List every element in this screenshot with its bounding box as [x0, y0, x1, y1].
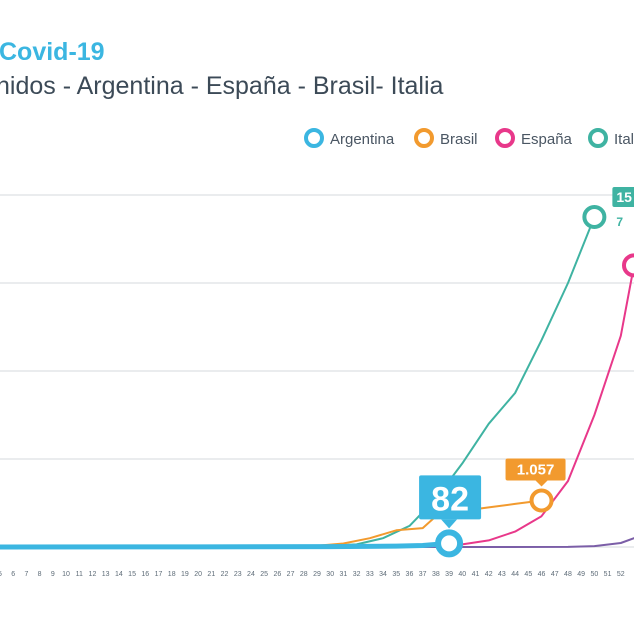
x-tick-label: 16	[141, 571, 149, 578]
brasil-label-box	[505, 458, 566, 481]
legend-marker-icon	[495, 128, 515, 148]
end-marker	[435, 529, 464, 558]
legend-label: España	[521, 131, 573, 148]
legend-item-argentina: Argentina	[304, 128, 395, 148]
x-tick-label: 13	[102, 571, 110, 578]
x-tick-label: 38	[432, 571, 440, 578]
x-tick-label: 20	[194, 571, 202, 578]
x-tick-label: 36	[406, 571, 414, 578]
x-tick-label: 21	[207, 571, 215, 578]
x-tick-label: 10	[62, 571, 70, 578]
italia-end-label: 15	[616, 189, 632, 205]
x-tick-label: 14	[115, 571, 123, 578]
x-tick-label: 27	[287, 571, 295, 578]
x-tick-label: 9	[51, 571, 55, 578]
end-marker	[582, 205, 607, 229]
x-tick-label: 43	[498, 571, 506, 578]
italia-label-box	[612, 187, 634, 207]
brasil-label-pointer	[535, 480, 548, 487]
end-marker	[529, 488, 554, 513]
legend-item-italia: Italia	[588, 128, 634, 148]
chart-title: Covid-19	[0, 38, 105, 66]
x-tick-label: 46	[538, 571, 546, 578]
x-tick-label: 50	[590, 571, 598, 578]
x-tick-label: 23	[234, 571, 242, 578]
end-marker	[622, 253, 634, 278]
x-tick-label: 41	[472, 571, 480, 578]
x-tick-label: 24	[247, 571, 255, 578]
x-tick-label: 39	[445, 571, 453, 578]
x-tick-label: 31	[340, 571, 348, 578]
x-tick-label: 48	[564, 571, 572, 578]
x-tick-label: 18	[168, 571, 176, 578]
legend-label: Italia	[614, 131, 634, 148]
series-line-argentina	[0, 540, 452, 550]
x-tick-label: 35	[392, 571, 400, 578]
legend-marker-icon	[304, 128, 324, 148]
x-tick-label: 25	[260, 571, 268, 578]
argentina-label-box	[419, 475, 482, 520]
x-tick-label: 28	[300, 571, 308, 578]
series-line-italia	[0, 216, 596, 548]
x-axis-tick-labels: 5 6 7 8 9 10 11 12 13 14 15 16 17 18 19 20 21 22 23 24 25 26 2…	[0, 571, 625, 578]
x-tick-label: 42	[485, 571, 493, 578]
x-tick-label: 40	[458, 571, 466, 578]
x-tick-label: 26	[273, 571, 281, 578]
legend-item-brasil: Brasil	[414, 128, 478, 148]
legend-item-españa: España	[495, 128, 573, 148]
series-end-markers: 15 7 1.057 82	[419, 187, 634, 558]
x-tick-label: 8	[38, 571, 42, 578]
x-tick-label: 51	[604, 571, 612, 578]
x-tick-label: 19	[181, 571, 189, 578]
x-tick-label: 52	[617, 571, 625, 578]
x-tick-label: 45	[524, 571, 532, 578]
x-tick-label: 17	[155, 571, 163, 578]
x-tick-label: 34	[379, 571, 387, 578]
argentina-end-label: 82	[431, 480, 469, 518]
legend-marker-icon	[414, 128, 434, 148]
x-tick-label: 47	[551, 571, 559, 578]
x-tick-label: 33	[366, 571, 374, 578]
x-tick-label: 49	[577, 571, 585, 578]
legend: Argentina Brasil España Italia	[304, 128, 634, 148]
legend-label: Brasil	[440, 131, 478, 148]
x-tick-label: 15	[128, 571, 136, 578]
x-tick-label: 37	[419, 571, 427, 578]
x-tick-label: 29	[313, 571, 321, 578]
brasil-end-label: 1.057	[517, 461, 555, 478]
legend-label: Argentina	[330, 131, 395, 148]
italia-end-sublabel: 7	[616, 215, 623, 229]
x-tick-label: 6	[11, 571, 15, 578]
x-tick-label: 22	[221, 571, 229, 578]
x-tick-label: 44	[511, 571, 519, 578]
x-tick-label: 7	[24, 571, 28, 578]
argentina-label-pointer	[441, 519, 458, 529]
chart-subtitle: nidos - Argentina - España - Brasil- Ita…	[0, 72, 444, 100]
x-tick-label: 32	[353, 571, 361, 578]
x-tick-label: 11	[76, 571, 83, 578]
x-tick-label: 30	[326, 571, 334, 578]
x-tick-label: 12	[89, 571, 97, 578]
x-tick-label: 5	[0, 571, 2, 578]
legend-marker-icon	[588, 128, 608, 148]
